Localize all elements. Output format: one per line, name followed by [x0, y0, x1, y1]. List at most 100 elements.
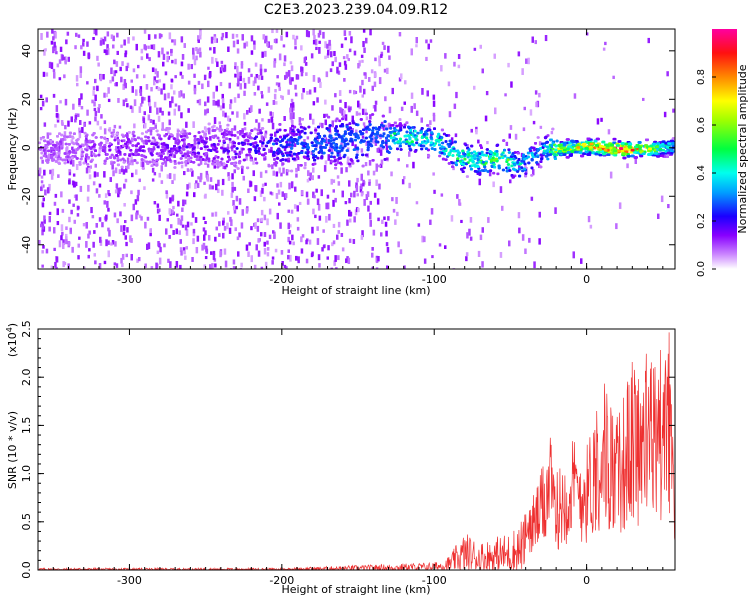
heatmap-cell	[325, 202, 328, 210]
heatmap-cell	[292, 34, 295, 40]
heatmap-cell	[267, 41, 270, 48]
heatmap-cell	[68, 134, 72, 139]
heatmap-cell	[78, 98, 81, 106]
heatmap-cell	[228, 82, 231, 89]
heatmap-cell	[166, 174, 170, 179]
heatmap-cell	[432, 94, 436, 100]
heatmap-cell	[580, 258, 583, 264]
heatmap-cell	[86, 81, 89, 85]
heatmap-cell	[238, 198, 242, 205]
heatmap-cell	[78, 127, 81, 131]
heatmap-cell	[180, 112, 183, 119]
heatmap-cell	[505, 141, 509, 146]
heatmap-cell	[256, 218, 260, 223]
heatmap-cell	[278, 202, 281, 206]
heatmap-cell	[106, 200, 109, 208]
heatmap-cell	[453, 103, 457, 109]
heatmap-cell	[169, 261, 172, 268]
heatmap-cell	[171, 96, 174, 104]
heatmap-cell	[155, 262, 158, 269]
heatmap-cell	[657, 213, 660, 219]
heatmap-cell	[140, 216, 143, 221]
heatmap-cell	[184, 224, 188, 231]
heatmap-cell	[288, 240, 292, 245]
heatmap-cell	[159, 246, 162, 253]
heatmap-cell	[62, 239, 65, 245]
heatmap-cell	[195, 55, 198, 61]
heatmap-cell	[221, 143, 225, 150]
heatmap-cell	[281, 95, 284, 100]
heatmap-cell	[300, 45, 303, 51]
heatmap-cell	[240, 61, 244, 65]
heatmap-cell	[423, 258, 427, 264]
heatmap-cell	[65, 39, 68, 45]
heatmap-cell	[273, 58, 277, 64]
heatmap-cell	[140, 48, 144, 54]
heatmap-cell	[234, 227, 237, 232]
heatmap-cell	[193, 84, 197, 92]
heatmap-cell	[116, 218, 119, 224]
heatmap-cell	[587, 216, 591, 223]
heatmap-cell	[421, 235, 424, 243]
heatmap-cell	[324, 99, 327, 105]
heatmap-cell	[209, 177, 213, 182]
heatmap-cell	[290, 152, 293, 156]
heatmap-cell	[350, 192, 353, 198]
heatmap-cell	[290, 209, 294, 214]
heatmap-cell	[75, 194, 78, 201]
heatmap-cell	[268, 208, 272, 215]
heatmap-cell	[527, 57, 530, 65]
heatmap-cell	[384, 221, 388, 227]
heatmap-cell	[372, 170, 376, 176]
heatmap-cell	[85, 167, 89, 174]
heatmap-cell	[270, 45, 273, 50]
heatmap-cell	[524, 174, 528, 178]
heatmap-cell	[126, 103, 129, 108]
heatmap-cell	[417, 223, 421, 227]
heatmap-cell	[53, 148, 56, 155]
heatmap-cell	[378, 77, 382, 85]
heatmap-cell	[47, 153, 51, 159]
heatmap-cell	[324, 41, 327, 49]
heatmap-cell	[270, 146, 273, 153]
heatmap-cell	[56, 208, 59, 216]
heatmap-cell	[180, 215, 184, 221]
heatmap-cell	[125, 65, 128, 72]
heatmap-cell	[110, 34, 114, 39]
heatmap-cell	[83, 122, 86, 127]
heatmap-cell	[170, 49, 173, 54]
heatmap-cell	[383, 45, 386, 50]
heatmap-cell	[246, 110, 249, 115]
heatmap-cell	[91, 215, 95, 219]
heatmap-cell	[103, 120, 107, 125]
heatmap-cell	[292, 112, 295, 120]
heatmap-cell	[162, 83, 166, 90]
heatmap-cell	[350, 36, 353, 44]
heatmap-cell	[69, 227, 72, 233]
heatmap-cell	[146, 216, 150, 221]
heatmap-cell	[68, 179, 71, 185]
heatmap-cell	[289, 61, 293, 65]
heatmap-cell	[309, 172, 312, 180]
heatmap-cell	[371, 266, 374, 269]
heatmap-cell	[64, 59, 67, 65]
heatmap-cell	[207, 80, 210, 88]
heatmap-cell	[509, 179, 512, 184]
heatmap-cell	[266, 218, 269, 226]
heatmap-cell	[81, 127, 84, 133]
heatmap-cell	[165, 228, 168, 235]
heatmap-cell	[78, 163, 82, 166]
heatmap-cell	[57, 174, 60, 178]
heatmap-cell	[215, 100, 218, 106]
heatmap-cell	[353, 50, 357, 56]
heatmap-cell	[94, 260, 97, 265]
heatmap-cell	[193, 59, 197, 66]
heatmap-cell	[94, 163, 97, 168]
heatmap-cell	[98, 183, 102, 188]
heatmap-cell	[192, 121, 195, 128]
heatmap-cell	[316, 238, 320, 245]
heatmap-cell	[122, 99, 126, 107]
heatmap-cell	[203, 264, 206, 268]
heatmap-cell	[113, 262, 117, 266]
heatmap-cell	[369, 219, 372, 227]
